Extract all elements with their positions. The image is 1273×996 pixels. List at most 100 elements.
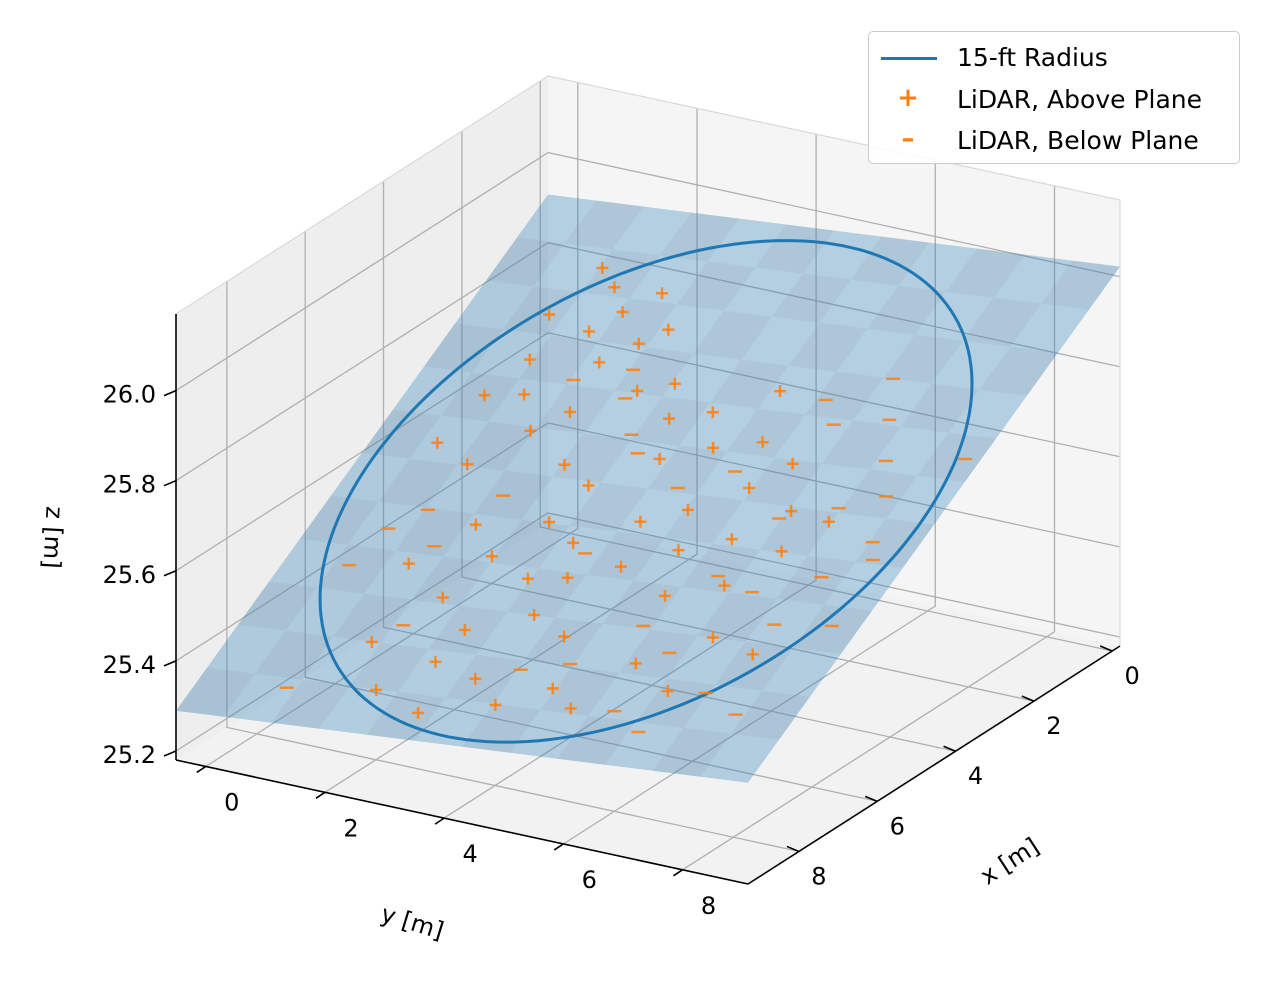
x-axis-line (175, 759, 749, 885)
plus-marker-icon: + (897, 83, 919, 113)
plane-cell (743, 457, 822, 507)
plane-cell (710, 359, 789, 409)
x-axis-label: x [m] (975, 832, 1044, 890)
above-plane-point (402, 557, 415, 570)
y-tick-label: 0 (1125, 662, 1140, 690)
lidar-points (279, 261, 973, 734)
plane-cell (962, 297, 1042, 347)
above-plane-point (546, 682, 559, 695)
above-plane-point (558, 630, 571, 643)
minus-marker-icon: – (901, 124, 915, 154)
legend-item-radius: 15-ft Radius (869, 36, 1239, 76)
legend-label-radius: 15-ft Radius (957, 43, 1108, 72)
above-plane-point (718, 579, 731, 592)
grid-line-y (304, 231, 878, 802)
plane-cell (693, 310, 772, 360)
plane-cell (486, 237, 565, 287)
legend: 15-ft Radius + LiDAR, Above Plane – LiDA… (868, 31, 1240, 164)
above-plane-point (458, 623, 471, 636)
grid-line-x (205, 82, 579, 768)
plane-cell (519, 335, 598, 385)
plane-cell (838, 469, 918, 519)
plane-cell (445, 654, 524, 704)
y-tick-label: 4 (968, 762, 983, 790)
plane-cell (474, 470, 553, 520)
grid-line-x (562, 160, 936, 845)
plane-cell (598, 298, 677, 348)
x-tick (434, 817, 445, 825)
above-plane-point (632, 337, 645, 350)
above-plane-point (436, 591, 449, 604)
plane-cell (614, 347, 694, 397)
legend-line-swatch (881, 57, 937, 60)
above-plane-point (478, 389, 491, 402)
above-plane-point (429, 655, 442, 668)
plane-cell (366, 691, 446, 741)
above-plane-point (489, 698, 502, 711)
grid-line-z (175, 512, 1121, 752)
plane-cell (664, 494, 744, 544)
grid-line-z (175, 151, 1121, 392)
above-plane-point (469, 518, 482, 531)
plane-cell (900, 383, 980, 433)
legend-item-below: – LiDAR, Below Plane (869, 119, 1239, 159)
plane-cell (822, 420, 901, 470)
grid-line-y (226, 281, 800, 853)
plane-cell (395, 507, 474, 557)
grid-line-x (443, 134, 817, 819)
above-plane-point (785, 505, 798, 518)
above-plane-point (663, 412, 676, 425)
plane-cell (378, 458, 458, 508)
grid-lines (175, 81, 1121, 871)
plane-cell (254, 630, 334, 680)
z-tick (163, 479, 177, 487)
plane-cell (412, 556, 491, 606)
grid-line-x (682, 185, 1056, 871)
plane-cell (867, 285, 946, 335)
grid-line-x (324, 108, 698, 793)
plane-cell (793, 604, 872, 654)
plane-cell (602, 580, 682, 630)
above-plane-point (746, 648, 759, 661)
plane-cell (946, 248, 1025, 298)
above-plane-point (469, 672, 482, 685)
above-plane-point (431, 436, 444, 449)
y-tick (943, 745, 956, 752)
y-tick (1099, 645, 1113, 652)
above-plane-point (543, 308, 556, 321)
plane-cell (540, 666, 620, 716)
y-tick (1021, 695, 1035, 702)
above-plane-point (518, 388, 531, 401)
x-tick-label: 6 (582, 866, 597, 894)
plane-cell (569, 482, 648, 532)
plane-cell (884, 334, 963, 384)
above-plane-point (543, 516, 556, 529)
plane-cell (1041, 260, 1120, 310)
above-plane-point (616, 305, 629, 318)
plane-cell (788, 322, 868, 372)
above-plane-point (656, 287, 669, 300)
plane-cell (176, 667, 255, 717)
above-plane-point (608, 281, 621, 294)
above-plane-point (672, 544, 685, 557)
above-plane-point (596, 261, 609, 274)
above-plane-point (370, 683, 383, 696)
plane-cell (698, 592, 777, 642)
plane-cell (440, 372, 520, 422)
plane-cell (424, 323, 503, 373)
above-plane-point (412, 706, 425, 719)
plane-surface (176, 194, 1120, 783)
above-plane-point (756, 436, 769, 449)
above-plane-point (593, 356, 606, 369)
grid-line-y (539, 81, 1113, 652)
z-tick-label: 26.0 (103, 381, 156, 409)
plane-cell (457, 421, 536, 471)
z-tick (163, 389, 177, 397)
x-tick (315, 791, 326, 799)
plane-cell (648, 445, 727, 495)
z-tick (163, 570, 177, 577)
y-tick-label: 6 (890, 812, 905, 840)
z-axis-label: z [m] (37, 506, 68, 570)
